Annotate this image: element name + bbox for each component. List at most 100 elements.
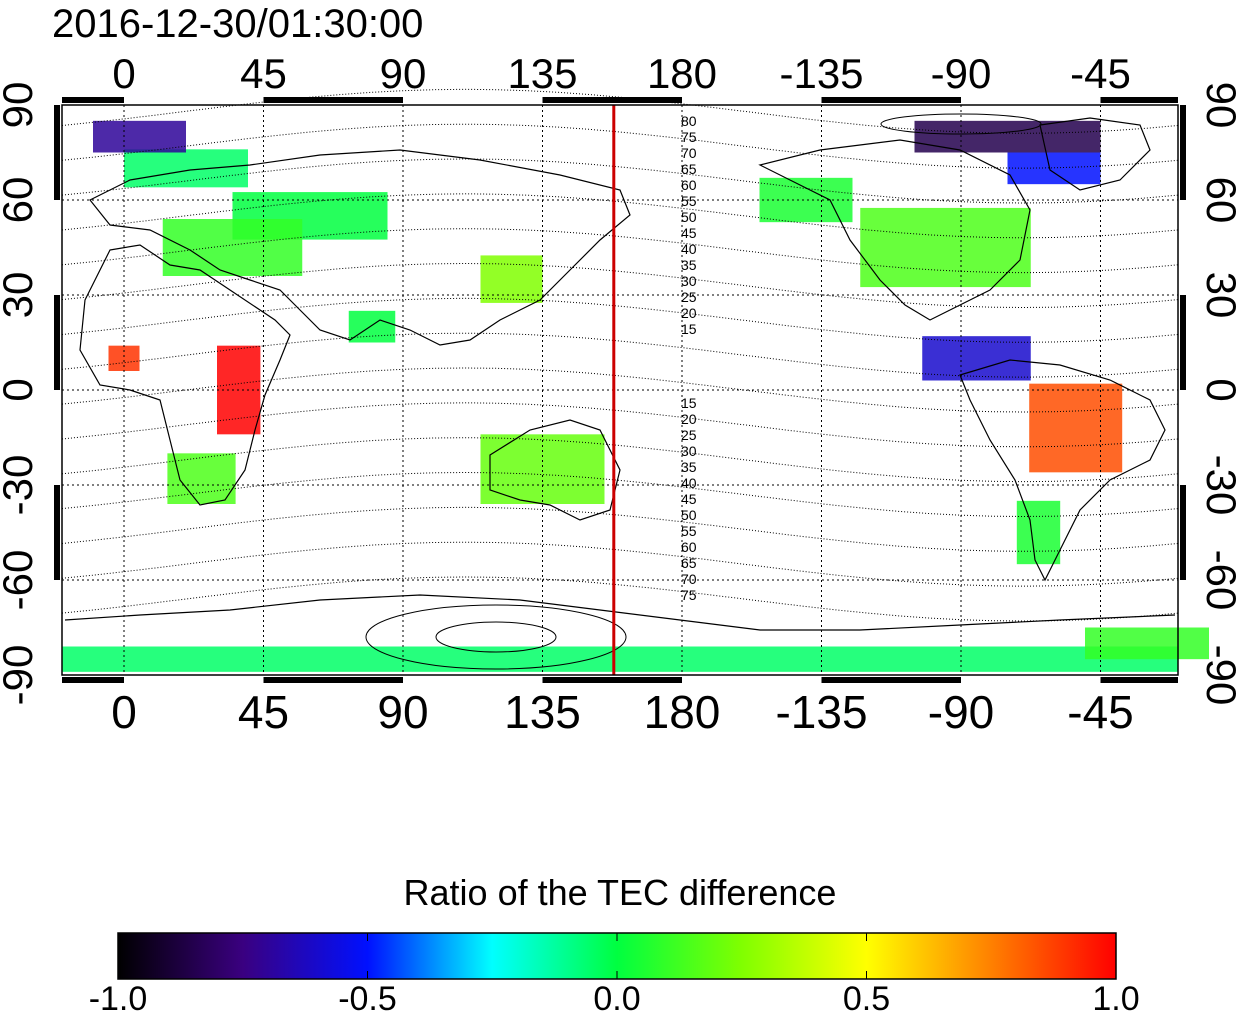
magnetic-contour [61,437,1179,483]
lat-tick-left: 90 [0,82,41,129]
tec-patch-13 [1029,383,1123,473]
contour-label: 40 [681,475,697,491]
lon-tick-bottom: 90 [377,686,428,738]
lon-tick-top: -135 [779,50,863,97]
lon-tick-bottom: -90 [928,686,994,738]
tec-patch-8 [480,255,543,303]
lat-tick-right: -90 [1198,645,1240,706]
contour-label: 60 [681,177,697,193]
map-frame [54,97,1186,683]
frame-bar [54,485,60,580]
magnetic-contour [61,123,1179,169]
lon-tick-top: -90 [931,50,992,97]
lon-tick-top: -45 [1070,50,1131,97]
lon-tick-bottom: 45 [238,686,289,738]
colorbar [117,932,1117,980]
contour-label: 55 [681,193,697,209]
frame-bar [263,97,403,103]
tec-map: 0 0 45 45 90 90 135 135 180 180 -135 -135 -90 -90 -45 -… [0,50,1240,738]
tec-patch-0 [124,149,248,188]
contour-label: 15 [681,395,697,411]
magnetic-contour [61,541,1179,587]
lat-tick-right: 90 [1198,82,1240,129]
lat-tick-left: -60 [0,550,41,611]
tec-patch-2 [93,120,186,153]
lon-tick-top: 90 [380,50,427,97]
tec-patch-15 [62,646,1178,672]
coastline-greenland [1039,117,1151,191]
contour-label: 70 [681,145,697,161]
frame-bar [1180,485,1186,580]
south-pole-oval [365,604,627,670]
tec-patch-11 [1007,152,1101,185]
coastline-africa [79,244,291,506]
contour-label: 70 [681,571,697,587]
contour-label: 35 [681,459,697,475]
tec-patch-10 [914,120,1101,153]
lon-tick-bottom: -45 [1067,686,1133,738]
contour-label: 50 [681,507,697,523]
lat-tick-left: 60 [0,177,41,224]
frame-bar [62,97,124,103]
tec-patch-12 [922,336,1031,381]
frame-bar [821,677,961,683]
coastline-eurasia [89,149,631,346]
colorbar-tick-label: -0.5 [338,980,397,1018]
magnetic-contour [61,332,1179,378]
tec-patch-14 [1016,500,1061,565]
lon-tick-top: 45 [240,50,287,97]
contour-label: 30 [681,273,697,289]
coastline-antarctica [64,594,1176,631]
contour-label: 15 [681,321,697,337]
contour-labels: 8075706560555045403530252015152025303540… [681,113,697,603]
colorbar-tick-label: 0.0 [593,980,641,1018]
contour-label: 60 [681,539,697,555]
axis-ticks: 0 0 45 45 90 90 135 135 180 180 -135 -135 -90 -90 -45 -… [0,50,1240,738]
magnetic-contour [61,506,1179,552]
lat-tick-left: -30 [0,455,41,516]
tec-patch-9 [860,207,1031,288]
lon-tick-bottom: 0 [111,686,137,738]
frame-bar [1100,97,1178,103]
colorbar-title: Ratio of the TEC difference [403,872,837,913]
frame-bar [263,677,403,683]
tec-patch-18 [1085,627,1209,660]
tec-patch-17 [348,310,396,343]
tec-data-layer [62,120,1209,672]
frame-bar [821,97,961,103]
lon-tick-top: 180 [647,50,717,97]
contour-label: 25 [681,289,697,305]
contour-label: 30 [681,443,697,459]
magnetic-contour [61,576,1179,622]
colorbar-tick-label: 0.5 [842,980,891,1018]
frame-bar [542,97,682,103]
lon-tick-bottom: 180 [644,686,721,738]
lat-tick-right: 0 [1198,378,1240,401]
lat-tick-right: -30 [1198,455,1240,516]
lon-tick-bottom: -135 [775,686,867,738]
lon-tick-top: 0 [112,50,135,97]
frame-bar [1180,295,1186,390]
contour-label: 75 [681,129,697,145]
lat-tick-left: 30 [0,272,41,319]
lat-tick-right: -60 [1198,550,1240,611]
coastline-australia [489,419,621,521]
frame-bar [542,677,682,683]
lat-tick-left: 0 [0,378,41,401]
tec-patch-6 [167,453,236,504]
frame-bar [62,677,124,683]
north-pole-oval [880,113,1042,135]
contour-label: 65 [681,161,697,177]
coastline-north-america [758,139,1031,321]
contour-label: 75 [681,587,697,603]
lat-tick-right: 60 [1198,177,1240,224]
lat-tick-left: -90 [0,645,41,706]
south-pole-oval [435,621,557,653]
colorbar-tick-label: -1.0 [88,980,148,1018]
contour-label: 35 [681,257,697,273]
contour-label: 65 [681,555,697,571]
lat-tick-right: 30 [1198,272,1240,319]
contour-label: 50 [681,209,697,225]
frame-bar [1100,677,1178,683]
lon-tick-top: 135 [507,50,577,97]
